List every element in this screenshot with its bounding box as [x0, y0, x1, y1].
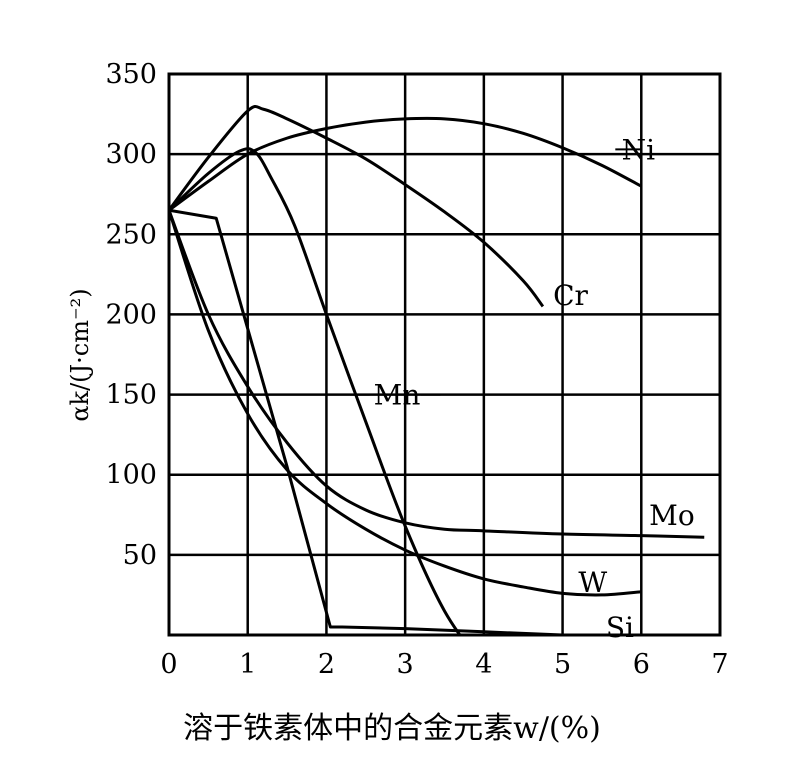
series-line-si [169, 208, 595, 635]
series-line-ni [169, 116, 642, 212]
y-tick-label: 200 [105, 299, 157, 330]
y-tick-label: 250 [105, 219, 157, 250]
y-tick-labels: 50 100 150 200 250 300 350 [105, 59, 157, 571]
x-tick-label: 5 [554, 649, 571, 680]
x-tick-label: 3 [397, 649, 414, 680]
x-tick-label: 0 [160, 649, 177, 680]
series-line-cr [169, 104, 545, 308]
x-tick-label: 2 [318, 649, 335, 680]
series-label-mn: Mn [374, 379, 421, 412]
series-labels: Ni Cr Mn Mo W Si [374, 133, 695, 644]
grid [169, 74, 720, 635]
x-tick-label: 6 [633, 649, 650, 680]
label-leaders [350, 148, 642, 396]
series-line-w [169, 209, 642, 597]
y-tick-label: 350 [105, 59, 157, 90]
y-tick-label: 300 [105, 139, 157, 170]
x-tick-labels: 0 1 2 3 4 5 6 7 [160, 649, 728, 680]
y-tick-label: 50 [123, 540, 157, 571]
x-axis-title: 溶于铁素体中的合金元素w/(%) [183, 711, 601, 746]
x-tick-label: 4 [475, 649, 492, 680]
y-axis-title: αk/(J·cm⁻²) [66, 288, 94, 421]
series-line-mn [169, 147, 462, 635]
series-label-cr: Cr [553, 279, 588, 312]
series-label-si: Si [606, 611, 634, 644]
y-tick-label: 150 [105, 380, 157, 411]
x-tick-label: 7 [711, 649, 728, 680]
series-label-ni: Ni [622, 133, 656, 166]
plot-frame [167, 72, 722, 637]
series-line-mo [169, 209, 705, 539]
series-label-mo: Mo [649, 499, 695, 532]
series-label-w: W [578, 566, 607, 599]
series-lines [169, 104, 705, 635]
y-tick-label: 100 [105, 460, 157, 491]
plot-border [167, 72, 722, 637]
x-tick-label: 1 [239, 649, 256, 680]
